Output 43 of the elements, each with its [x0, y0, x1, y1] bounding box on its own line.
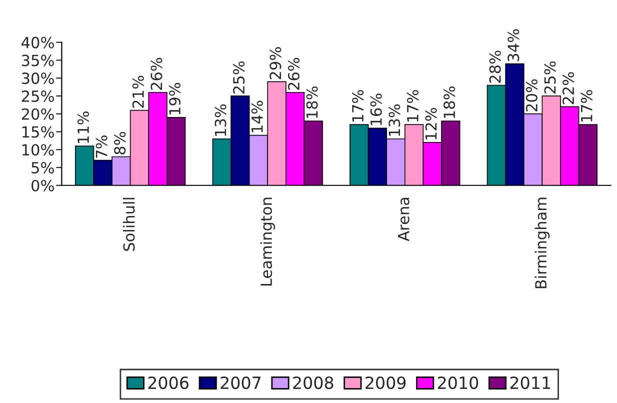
legend-label: 2010: [438, 376, 478, 390]
data-label: 8%: [114, 132, 126, 154]
x-tick-label: Arena: [398, 198, 410, 242]
y-tick-label: 5%: [32, 162, 54, 174]
data-label: 25%: [544, 61, 556, 94]
data-label: 22%: [562, 72, 574, 104]
legend-label: 2011: [510, 376, 550, 390]
data-label: 13%: [214, 104, 226, 136]
data-label: 18%: [306, 86, 318, 118]
data-label: 20%: [526, 79, 538, 112]
data-label: 17%: [406, 90, 418, 122]
data-label: 19%: [168, 82, 181, 114]
data-label: 13%: [388, 104, 400, 136]
data-label: 17%: [580, 90, 592, 122]
legend-label: 2007: [220, 376, 261, 390]
y-tick-label: 30%: [22, 72, 54, 84]
data-label: 21%: [132, 76, 144, 108]
data-label: 29%: [270, 47, 282, 80]
data-label: 34%: [508, 29, 520, 62]
legend-label: 2006: [148, 376, 188, 390]
y-tick-label: 0%: [32, 180, 54, 192]
legend-label: 2008: [293, 376, 334, 390]
data-label: 12%: [425, 108, 437, 140]
x-tick-label: Solihull: [122, 198, 135, 251]
data-label: 26%: [288, 58, 300, 90]
x-tick-label: Birmingham: [534, 198, 550, 288]
data-label: 26%: [150, 58, 162, 90]
data-label: 7%: [96, 136, 108, 158]
data-label: 17%: [352, 90, 364, 122]
data-label: 14%: [251, 100, 263, 132]
data-label: 16%: [370, 94, 382, 126]
data-label: 25%: [233, 61, 245, 94]
y-tick-label: 25%: [22, 90, 54, 102]
data-label: 28%: [489, 50, 501, 83]
data-label: 11%: [77, 112, 90, 143]
data-label: 18%: [444, 86, 456, 118]
y-tick-label: 15%: [22, 126, 54, 138]
y-tick-label: 10%: [22, 144, 54, 156]
x-tick-label: Leamington: [260, 198, 276, 286]
y-tick-label: 20%: [22, 108, 54, 120]
y-tick-label: 35%: [22, 54, 54, 66]
legend-label: 2009: [366, 376, 406, 390]
y-tick-label: 40%: [22, 36, 54, 48]
